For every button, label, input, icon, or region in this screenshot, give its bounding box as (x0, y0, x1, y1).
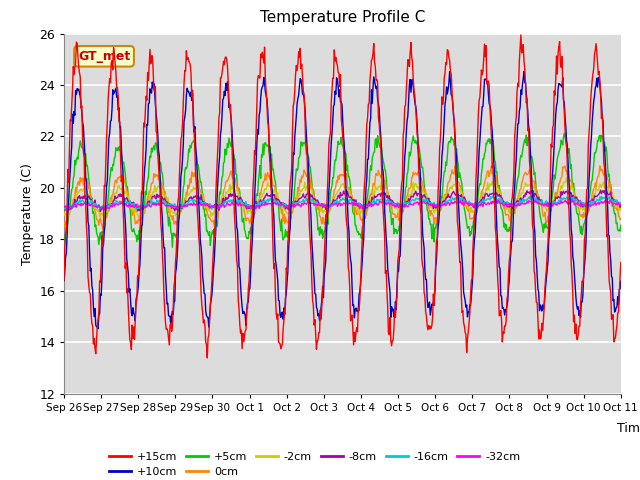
Legend: +15cm, +10cm, +5cm, 0cm, -2cm, -8cm, -16cm, -32cm: +15cm, +10cm, +5cm, 0cm, -2cm, -8cm, -16… (104, 447, 525, 480)
Text: GT_met: GT_met (78, 50, 130, 63)
Title: Temperature Profile C: Temperature Profile C (260, 11, 425, 25)
Y-axis label: Temperature (C): Temperature (C) (20, 163, 33, 264)
X-axis label: Time: Time (616, 422, 640, 435)
